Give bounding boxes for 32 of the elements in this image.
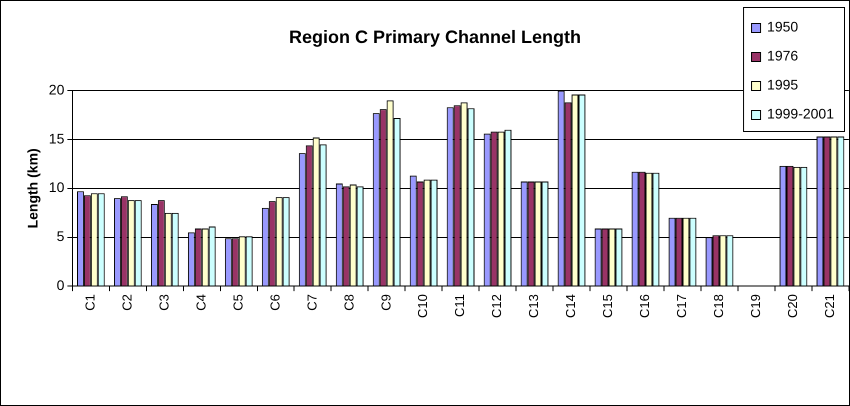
x-tick-label: C6 bbox=[267, 294, 282, 311]
x-tick-label: C9 bbox=[378, 294, 394, 311]
x-tick-label: C20 bbox=[785, 294, 800, 318]
legend-label: 1950 bbox=[767, 18, 798, 34]
x-tick-label: C16 bbox=[637, 294, 652, 318]
x-tick-label: C18 bbox=[711, 294, 726, 318]
x-tick-label: C3 bbox=[156, 294, 172, 311]
x-tick-label: C1 bbox=[82, 294, 98, 311]
y-axis-title: Length (km) bbox=[24, 148, 40, 228]
y-tick-label: 5 bbox=[56, 228, 65, 244]
y-tick-label: 15 bbox=[48, 130, 65, 146]
x-tick-label: C12 bbox=[489, 294, 504, 318]
y-tick-label: 20 bbox=[48, 81, 65, 98]
y-tick-label: 10 bbox=[48, 179, 65, 196]
x-tick-label: C4 bbox=[193, 294, 208, 311]
x-tick-label: C13 bbox=[526, 294, 542, 318]
x-tick-label: C11 bbox=[452, 294, 468, 318]
x-tick-label: C21 bbox=[822, 294, 837, 318]
x-tick-label: C10 bbox=[415, 294, 430, 318]
x-tick-label: C14 bbox=[563, 294, 578, 318]
x-tick-label: C19 bbox=[748, 294, 764, 318]
x-tick-label: C17 bbox=[674, 294, 690, 318]
x-tick-label: C5 bbox=[230, 294, 246, 311]
x-tick-label: C7 bbox=[304, 294, 320, 311]
legend-label: 1976 bbox=[767, 47, 798, 64]
legend-label: 1995 bbox=[767, 76, 798, 92]
x-tick-label: C8 bbox=[341, 294, 356, 311]
x-tick-label: C2 bbox=[119, 294, 134, 311]
chart-title: Region C Primary Channel Length bbox=[288, 26, 582, 47]
legend-label: 1999-2001 bbox=[767, 105, 834, 122]
x-tick-label: C15 bbox=[600, 294, 616, 318]
y-tick-label: 0 bbox=[56, 277, 65, 294]
